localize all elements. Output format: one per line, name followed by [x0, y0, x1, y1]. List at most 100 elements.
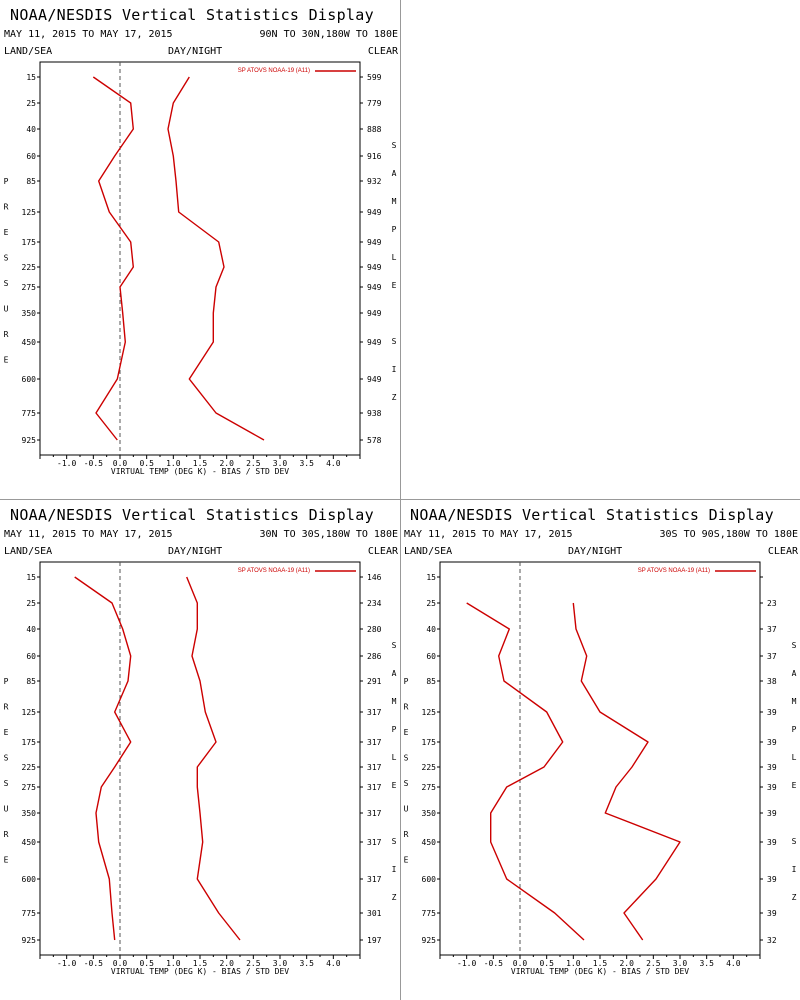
pressure-tick-label: 225 [422, 763, 437, 772]
pressure-tick-label: 450 [22, 838, 37, 847]
std-dev-series-line [186, 576, 241, 941]
x-tick-label: -0.5 [84, 959, 103, 968]
pressure-label-letter: S [4, 754, 9, 763]
x-tick-label: 2.5 [246, 959, 261, 968]
pressure-label-letter: E [4, 228, 9, 237]
sample-label-letter: A [792, 669, 797, 678]
sample-size-label: 916 [367, 152, 382, 161]
sample-label-letter: E [792, 781, 797, 790]
pressure-label-letter: U [4, 805, 9, 814]
x-axis-label: VIRTUAL TEMP (DEG K) - BIAS / STD DEV [111, 967, 289, 976]
sample-size-label: 234 [367, 599, 382, 608]
pressure-tick-label: 85 [426, 677, 436, 686]
profile-chart: -1.0 -0.5 0.0 0.5 1.0 1.5 2.0 2.5 3.0 3.5 4.0 15 599… [4, 0, 397, 476]
pressure-tick-label: 25 [26, 99, 36, 108]
pressure-tick-label: 125 [22, 708, 37, 717]
pressure-tick-label: 125 [22, 208, 37, 217]
x-tick-label: 0.5 [139, 959, 154, 968]
sample-size-label: 317 [367, 783, 382, 792]
x-axis-label: VIRTUAL TEMP (DEG K) - BIAS / STD DEV [111, 467, 289, 476]
pressure-tick-label: 275 [22, 283, 37, 292]
std-dev-series-line [167, 76, 265, 441]
pressure-tick-label: 25 [426, 599, 436, 608]
pressure-tick-label: 40 [26, 625, 36, 634]
pressure-tick-label: 15 [426, 573, 436, 582]
sample-label-letter: S [392, 141, 397, 150]
pressure-tick-label: 175 [422, 738, 437, 747]
sample-label-letter: S [392, 337, 397, 346]
region-label: 30S TO 90S,180W TO 180E [659, 529, 798, 540]
x-tick-label: 3.5 [299, 459, 314, 468]
x-tick-label: 2.5 [646, 959, 661, 968]
std-dev-series-line [572, 602, 681, 941]
sample-label-letter: Z [392, 393, 397, 402]
x-tick-label: 1.5 [593, 959, 608, 968]
panel-title: NOAA/NESDIS Vertical Statistics Display [410, 506, 774, 524]
chart-panel-tropics: NOAA/NESDIS Vertical Statistics Display … [0, 500, 400, 1000]
x-tick-label: 2.5 [246, 459, 261, 468]
sample-label-letter: M [792, 697, 797, 706]
pressure-tick-label: 15 [26, 73, 36, 82]
sample-label-letter: P [792, 725, 797, 734]
x-tick-label: 3.0 [673, 959, 688, 968]
sample-size-label: 37 [767, 625, 777, 634]
sample-size-label: 301 [367, 909, 382, 918]
day-night-label: DAY/NIGHT [168, 546, 223, 557]
sample-size-label: 39 [767, 783, 777, 792]
sample-size-label: 291 [367, 677, 382, 686]
sample-size-label: 39 [767, 708, 777, 717]
sample-label-letter: S [392, 837, 397, 846]
pressure-label-letter: S [4, 279, 9, 288]
day-night-label: DAY/NIGHT [168, 46, 223, 57]
sample-label-letter: I [792, 865, 797, 874]
sample-label-letter: P [392, 725, 397, 734]
sample-label-letter: Z [792, 893, 797, 902]
pressure-label-letter: S [404, 779, 409, 788]
pressure-label-letter: S [404, 754, 409, 763]
x-tick-label: 0.5 [139, 459, 154, 468]
sample-label-letter: L [392, 253, 397, 262]
x-tick-label: 1.0 [166, 459, 181, 468]
clear-label: CLEAR [767, 546, 798, 557]
x-tick-label: -1.0 [57, 459, 76, 468]
legend-label: SP ATOVS NOAA-19 (A11) [238, 568, 310, 574]
region-label: 90N TO 30N,180W TO 180E [259, 29, 398, 40]
pressure-label-letter: P [4, 677, 9, 686]
pressure-label-letter: R [4, 703, 9, 712]
horizontal-divider [0, 499, 800, 500]
x-tick-label: 4.0 [326, 459, 341, 468]
plot-frame [39, 61, 361, 456]
sample-size-label: 280 [367, 625, 382, 634]
x-tick-label: 0.0 [513, 959, 528, 968]
pressure-tick-label: 175 [22, 238, 37, 247]
sample-label-letter: E [792, 500, 797, 502]
sample-label-letter: A [392, 669, 397, 678]
pressure-tick-label: 450 [22, 338, 37, 347]
plot-frame [39, 561, 361, 956]
x-tick-label: 1.5 [193, 459, 208, 468]
sample-label-letter: I [392, 865, 397, 874]
sample-size-label: 888 [367, 125, 382, 134]
sample-size-label: 39 [767, 809, 777, 818]
pressure-label-letter: E [4, 356, 9, 365]
sample-size-label: 23 [767, 599, 777, 608]
x-tick-label: 2.0 [619, 959, 634, 968]
pressure-label-letter: E [404, 856, 409, 865]
clear-label: CLEAR [367, 546, 398, 557]
sample-label-letter: S [392, 641, 397, 650]
x-tick-label: 3.5 [299, 959, 314, 968]
pressure-tick-label: 275 [22, 783, 37, 792]
pressure-tick-label: 775 [22, 409, 37, 418]
pressure-label-letter: P [404, 677, 409, 686]
land-sea-label: LAND/SEA [404, 546, 453, 557]
sample-size-label: 39 [767, 909, 777, 918]
sample-size-label: 39 [767, 838, 777, 847]
x-tick-label: -1.0 [457, 959, 476, 968]
chart-panel-south: NOAA/NESDIS Vertical Statistics Display … [400, 500, 800, 1000]
sample-size-label: 949 [367, 208, 382, 217]
sample-size-label: 317 [367, 838, 382, 847]
pressure-label-letter: U [404, 805, 409, 814]
pressure-tick-label: 350 [22, 309, 37, 318]
chart-panel-north: NOAA/NESDIS Vertical Statistics Display … [0, 0, 400, 500]
sample-label-letter: I [392, 365, 397, 374]
